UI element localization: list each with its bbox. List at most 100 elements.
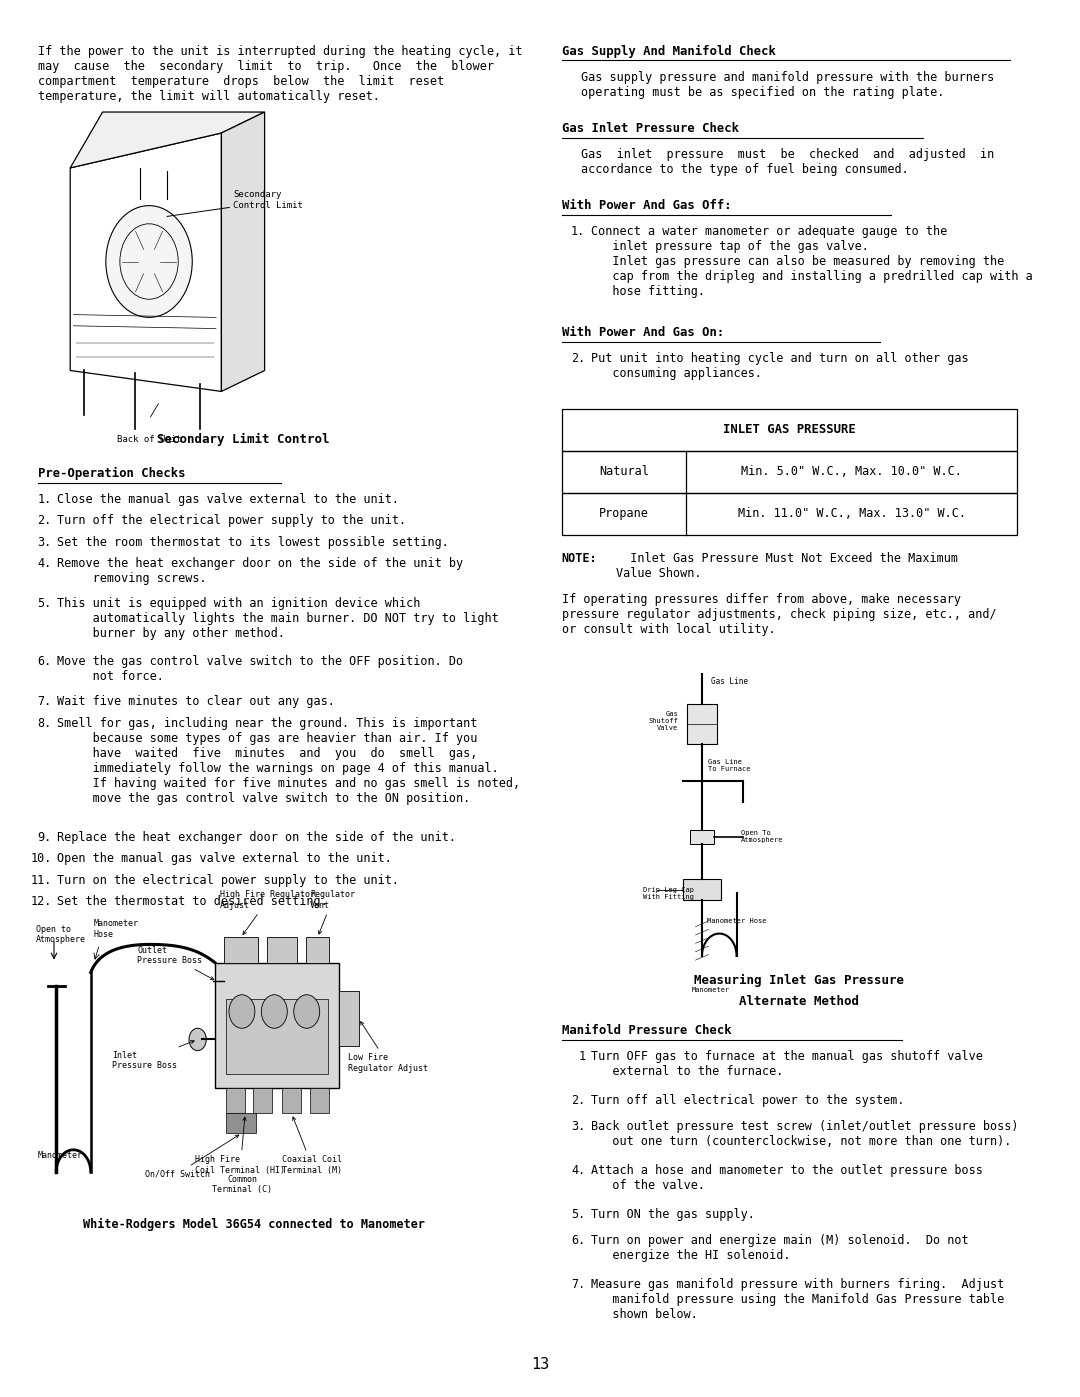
- Text: Gas  inlet  pressure  must  be  checked  and  adjusted  in
accordance to the typ: Gas inlet pressure must be checked and a…: [581, 148, 995, 176]
- Text: 1.: 1.: [571, 225, 585, 237]
- Bar: [226, 1113, 256, 1133]
- Text: Outlet
Pressure Boss: Outlet Pressure Boss: [137, 946, 214, 979]
- Text: Manometer Hose: Manometer Hose: [707, 918, 767, 923]
- Text: Gas
Shutoff
Valve: Gas Shutoff Valve: [648, 711, 678, 731]
- Circle shape: [261, 995, 287, 1028]
- Bar: [687, 704, 717, 743]
- Circle shape: [229, 995, 255, 1028]
- Circle shape: [106, 205, 192, 317]
- Text: 5.: 5.: [38, 597, 52, 610]
- Text: Gas Inlet Pressure Check: Gas Inlet Pressure Check: [562, 122, 739, 136]
- Text: Low Fire
Regulator Adjust: Low Fire Regulator Adjust: [348, 1021, 428, 1073]
- Text: 3.: 3.: [571, 1120, 585, 1133]
- Text: 3.: 3.: [38, 535, 52, 549]
- Bar: [226, 1088, 245, 1113]
- Text: Regulator
Vent: Regulator Vent: [310, 890, 355, 935]
- Text: Remove the heat exchanger door on the side of the unit by
     removing screws.: Remove the heat exchanger door on the si…: [57, 557, 463, 585]
- Bar: [267, 937, 297, 963]
- Text: With Power And Gas On:: With Power And Gas On:: [562, 327, 724, 339]
- Text: High Fire
Coil Terminal (HI): High Fire Coil Terminal (HI): [195, 1118, 285, 1175]
- Text: Turn on the electrical power supply to the unit.: Turn on the electrical power supply to t…: [57, 873, 400, 887]
- Text: Manometer: Manometer: [691, 986, 730, 993]
- Text: Wait five minutes to clear out any gas.: Wait five minutes to clear out any gas.: [57, 696, 335, 708]
- Bar: [562, 493, 1017, 535]
- Text: Open the manual gas valve external to the unit.: Open the manual gas valve external to th…: [57, 852, 392, 865]
- Text: Back of Unit: Back of Unit: [117, 434, 181, 444]
- Text: 11.: 11.: [30, 873, 52, 887]
- Text: Min. 11.0" W.C., Max. 13.0" W.C.: Min. 11.0" W.C., Max. 13.0" W.C.: [738, 507, 966, 520]
- Circle shape: [189, 1028, 206, 1051]
- Text: 13: 13: [531, 1356, 549, 1372]
- Bar: [215, 963, 339, 1088]
- Text: Manifold Pressure Check: Manifold Pressure Check: [562, 1024, 731, 1037]
- Bar: [339, 990, 359, 1046]
- Text: 2.: 2.: [571, 1094, 585, 1108]
- Text: Turn ON the gas supply.: Turn ON the gas supply.: [591, 1208, 755, 1221]
- Text: 5.: 5.: [571, 1208, 585, 1221]
- Text: On/Off Switch: On/Off Switch: [145, 1134, 239, 1179]
- Bar: [562, 451, 1017, 493]
- Bar: [253, 1088, 272, 1113]
- Bar: [306, 937, 329, 963]
- Text: With Power And Gas Off:: With Power And Gas Off:: [562, 198, 731, 212]
- Text: 8.: 8.: [38, 717, 52, 729]
- Text: Manometer: Manometer: [38, 1151, 83, 1161]
- Text: 1.: 1.: [38, 493, 52, 506]
- Text: Manometer
Hose: Manometer Hose: [94, 919, 139, 939]
- Text: 6.: 6.: [38, 655, 52, 668]
- Text: Turn on power and energize main (M) solenoid.  Do not
   energize the HI solenoi: Turn on power and energize main (M) sole…: [591, 1234, 969, 1261]
- Polygon shape: [70, 112, 265, 168]
- Text: Measuring Inlet Gas Pressure: Measuring Inlet Gas Pressure: [694, 974, 904, 988]
- Bar: [282, 1088, 301, 1113]
- Text: Gas Supply And Manifold Check: Gas Supply And Manifold Check: [562, 45, 775, 57]
- Text: Turn off the electrical power supply to the unit.: Turn off the electrical power supply to …: [57, 514, 406, 527]
- Text: Gas Line: Gas Line: [711, 676, 747, 686]
- Bar: [690, 830, 714, 844]
- Polygon shape: [70, 133, 221, 391]
- Text: 7.: 7.: [38, 696, 52, 708]
- Text: Turn off all electrical power to the system.: Turn off all electrical power to the sys…: [591, 1094, 904, 1108]
- Text: 4.: 4.: [571, 1164, 585, 1178]
- Text: 6.: 6.: [571, 1234, 585, 1248]
- Text: INLET GAS PRESSURE: INLET GAS PRESSURE: [724, 423, 855, 436]
- Text: Smell for gas, including near the ground. This is important
     because some ty: Smell for gas, including near the ground…: [57, 717, 521, 805]
- Text: Attach a hose and manometer to the outlet pressure boss
   of the valve.: Attach a hose and manometer to the outle…: [591, 1164, 983, 1192]
- Text: Put unit into heating cycle and turn on all other gas
   consuming appliances.: Put unit into heating cycle and turn on …: [591, 352, 969, 380]
- Text: Gas Line
To Furnace: Gas Line To Furnace: [708, 759, 751, 771]
- Text: Close the manual gas valve external to the unit.: Close the manual gas valve external to t…: [57, 493, 400, 506]
- Text: Turn OFF gas to furnace at the manual gas shutoff valve
   external to the furna: Turn OFF gas to furnace at the manual ga…: [591, 1051, 983, 1078]
- Text: Secondary Limit Control: Secondary Limit Control: [157, 433, 329, 447]
- Text: 4.: 4.: [38, 557, 52, 570]
- Text: Secondary
Control Limit: Secondary Control Limit: [233, 190, 303, 210]
- Text: Set the room thermostat to its lowest possible setting.: Set the room thermostat to its lowest po…: [57, 535, 449, 549]
- Text: 12.: 12.: [30, 895, 52, 908]
- Text: Gas supply pressure and manifold pressure with the burners
operating must be as : Gas supply pressure and manifold pressur…: [581, 71, 995, 99]
- Bar: [683, 879, 721, 900]
- Text: Alternate Method: Alternate Method: [739, 995, 860, 1007]
- Text: Open to
Atmosphere: Open to Atmosphere: [36, 925, 85, 944]
- Text: 2.: 2.: [38, 514, 52, 527]
- Text: Connect a water manometer or adequate gauge to the
   inlet pressure tap of the : Connect a water manometer or adequate ga…: [591, 225, 1032, 298]
- Bar: [224, 937, 258, 963]
- Text: Common
Terminal (C): Common Terminal (C): [212, 1175, 272, 1194]
- Text: White-Rodgers Model 36G54 connected to Manometer: White-Rodgers Model 36G54 connected to M…: [83, 1218, 424, 1231]
- Text: 10.: 10.: [30, 852, 52, 865]
- Text: Open To
Atmosphere: Open To Atmosphere: [741, 830, 783, 844]
- Text: If operating pressures differ from above, make necessary
pressure regulator adju: If operating pressures differ from above…: [562, 592, 996, 636]
- Bar: [310, 1088, 329, 1113]
- Text: Inlet
Pressure Boss: Inlet Pressure Boss: [112, 1041, 194, 1070]
- Bar: [562, 409, 1017, 451]
- Text: Set the thermostat to desired setting.: Set the thermostat to desired setting.: [57, 895, 328, 908]
- Text: 1: 1: [578, 1051, 585, 1063]
- Polygon shape: [221, 112, 265, 391]
- Text: Drip Leg Cap
With Fitting: Drip Leg Cap With Fitting: [643, 887, 693, 900]
- Text: 9.: 9.: [38, 831, 52, 844]
- Circle shape: [294, 995, 320, 1028]
- Text: Coaxial Coil
Terminal (M): Coaxial Coil Terminal (M): [282, 1118, 342, 1175]
- Text: This unit is equipped with an ignition device which
     automatically lights th: This unit is equipped with an ignition d…: [57, 597, 499, 640]
- Text: Inlet Gas Pressure Must Not Exceed the Maximum
Value Shown.: Inlet Gas Pressure Must Not Exceed the M…: [616, 552, 958, 580]
- Text: 2.: 2.: [571, 352, 585, 365]
- Text: Replace the heat exchanger door on the side of the unit.: Replace the heat exchanger door on the s…: [57, 831, 456, 844]
- Text: Back outlet pressure test screw (inlet/outlet pressure boss)
   out one turn (co: Back outlet pressure test screw (inlet/o…: [591, 1120, 1018, 1148]
- Text: Propane: Propane: [598, 507, 649, 520]
